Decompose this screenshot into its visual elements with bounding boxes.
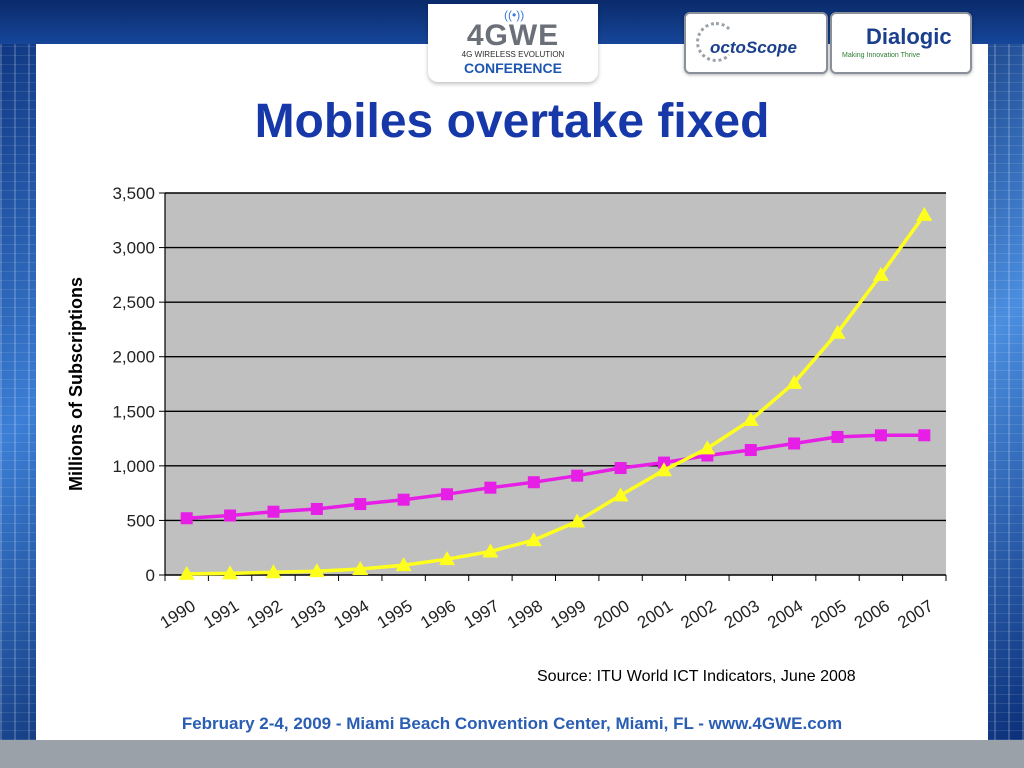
triangle-marker [872,266,889,281]
square-marker [310,502,323,515]
x-tick-label: 1998 [504,596,546,632]
square-marker [484,481,497,494]
x-tick-label: 2006 [851,596,893,632]
triangle-marker [395,557,412,572]
x-tick-label: 1990 [157,596,199,632]
square-marker [744,444,757,457]
square-marker [267,505,280,518]
triangle-marker [612,487,629,502]
triangle-marker [829,324,846,339]
square-marker [874,429,887,442]
square-marker [831,430,844,443]
square-marker [224,509,237,522]
bottom-bar [0,740,1024,768]
octoscope-dots-icon [696,22,736,62]
x-tick-label: 2000 [591,596,633,632]
x-tick-label: 1993 [287,596,329,632]
slide-title: Mobiles overtake fixed [254,95,770,148]
y-tick-label: 0 [146,566,155,585]
series-line-1 [186,213,926,576]
x-tick-label: 1994 [330,596,372,632]
triangle-marker [265,564,282,579]
y-tick-label: 2,500 [112,293,155,312]
x-tick-label: 2004 [764,596,806,632]
wireless-waves-icon: ((•)) [504,8,525,22]
square-marker [918,429,931,442]
dialogic-tagline: Making Innovation Thrive [842,52,921,59]
triangle-marker [655,462,672,477]
square-marker [614,462,627,475]
y-tick-label: 1,000 [112,457,155,476]
triangle-marker [352,560,369,575]
conference-logo-conf: CONFERENCE [463,60,562,76]
y-tick-label: 3,500 [112,184,155,203]
square-marker [397,493,410,506]
triangle-marker [308,563,325,578]
square-marker [527,476,540,489]
square-marker [354,498,367,511]
x-tick-label: 2002 [677,596,719,632]
footer-text: February 2-4, 2009 - Miami Beach Convent… [181,714,843,733]
y-tick-label: 500 [127,511,155,530]
series-line-0 [186,433,925,520]
square-marker [788,437,801,450]
x-tick-label: 1999 [547,596,589,632]
octoscope-logo: octoScope [684,12,828,74]
dialogic-logo-text: Dialogic [866,24,952,49]
plot-area [165,193,946,575]
square-marker [441,488,454,501]
triangle-marker [222,565,239,580]
y-tick-label: 2,000 [112,348,155,367]
x-tick-label: 2007 [894,596,936,632]
triangle-marker [699,440,716,455]
triangle-marker [482,543,499,558]
source-note: Source: ITU World ICT Indicators, June 2… [537,668,856,685]
triangle-marker [742,412,759,427]
conference-logo-main: 4GWE [466,19,560,52]
x-tick-label: 1996 [417,596,459,632]
conference-logo: ((•)) 4GWE 4G WIRELESS EVOLUTION CONFERE… [428,4,598,82]
triangle-marker [439,551,456,566]
triangle-marker [916,206,933,221]
y-tick-label: 1,500 [112,402,155,421]
x-tick-label: 1991 [200,596,242,632]
conference-logo-sub: 4G WIRELESS EVOLUTION [461,50,565,59]
x-tick-label: 2005 [808,596,850,632]
triangle-marker [569,513,586,528]
triangle-marker [786,374,803,389]
x-tick-label: 1997 [460,596,502,632]
x-tick-label: 2001 [634,596,676,632]
y-axis-label: Millions of Subscriptions [66,277,86,491]
x-tick-label: 1992 [243,596,285,632]
square-marker [571,469,584,482]
x-tick-label: 1995 [374,596,416,632]
dialogic-logo: Dialogic Making Innovation Thrive [830,12,972,74]
x-tick-label: 2003 [721,596,763,632]
square-marker [180,512,193,525]
octoscope-logo-text: octoScope [710,38,797,57]
triangle-marker [525,532,542,547]
triangle-marker [178,565,195,580]
y-tick-label: 3,000 [112,239,155,258]
